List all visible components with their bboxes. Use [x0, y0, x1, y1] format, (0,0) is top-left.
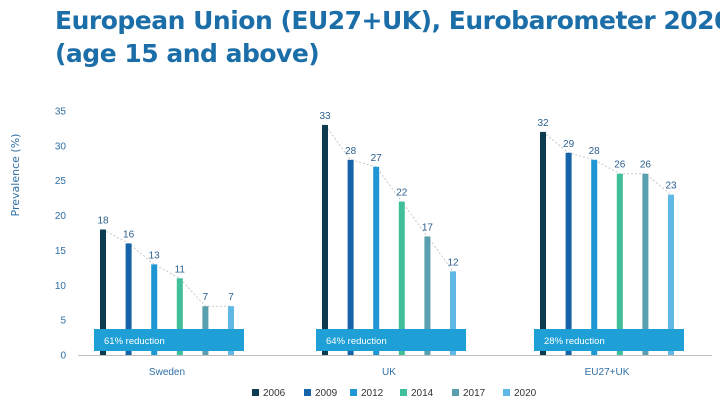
data-label: 28 [345, 146, 357, 157]
trend-line [324, 124, 454, 272]
data-label: 13 [149, 250, 161, 261]
y-axis: 0 5 10 15 20 25 30 35 [55, 107, 67, 362]
bar-eu27-uk-2020 [668, 194, 674, 355]
bar-uk-2009 [347, 159, 354, 355]
bar-uk-2006 [322, 124, 328, 355]
data-label: 7 [228, 292, 234, 303]
bar-uk-2020 [450, 271, 456, 355]
bar-sweden-2009 [125, 243, 132, 355]
bar-sweden-2006 [100, 229, 106, 355]
data-label: 22 [396, 188, 408, 199]
y-tick-label: 30 [55, 141, 67, 152]
bar-uk-2017 [424, 236, 431, 355]
bars: 18 16 13 11 7 7 33 28 27 22 17 12 32 29 28 26 26 23 [97, 111, 677, 355]
data-label: 28 [589, 146, 601, 157]
x-axis: Sweden UK EU27+UK [78, 355, 712, 378]
bar-eu27-uk-2012 [591, 159, 598, 355]
legend-swatch-2009 [304, 389, 311, 396]
data-label: 12 [447, 257, 459, 268]
bar-eu27-uk-2014 [616, 173, 623, 355]
reduction-label: 28% reduction [544, 336, 605, 347]
legend-swatch-2017 [452, 389, 459, 396]
chart-title-line-2: (age 15 and above) [55, 39, 320, 68]
y-tick-label: 25 [55, 176, 67, 187]
bar-eu27-uk-2017 [642, 173, 649, 355]
reduction-annotations: 61% reduction 64% reduction 28% reduction [94, 329, 684, 351]
bar-uk-2014 [398, 201, 405, 355]
reduction-box [316, 329, 466, 351]
data-label: 17 [422, 222, 434, 233]
reduction-label: 64% reduction [326, 336, 387, 347]
bar-sweden-2012 [151, 264, 158, 355]
legend-swatch-2006 [252, 389, 259, 396]
x-category-label: EU27+UK [585, 367, 630, 378]
data-label: 26 [640, 160, 652, 171]
legend-swatch-2012 [350, 389, 357, 396]
reduction-label: 61% reduction [104, 336, 165, 347]
x-category-label: UK [382, 367, 396, 378]
reduction-box [534, 329, 684, 351]
y-tick-label: 10 [55, 281, 67, 292]
data-label: 27 [371, 153, 383, 164]
legend-label-2014: 2014 [411, 388, 434, 399]
data-label: 32 [537, 118, 549, 129]
data-label: 33 [319, 111, 331, 122]
legend-swatch-2020 [503, 389, 510, 396]
legend-label-2009: 2009 [315, 388, 338, 399]
bar-sweden-2014 [176, 278, 183, 355]
bar-uk-2012 [373, 166, 380, 355]
data-label: 11 [175, 264, 186, 275]
legend-swatch-2014 [400, 389, 407, 396]
data-label: 29 [563, 139, 575, 150]
trend-lines [102, 124, 672, 307]
y-tick-label: 20 [55, 211, 67, 222]
legend-label-2006: 2006 [263, 388, 286, 399]
legend-label-2012: 2012 [361, 388, 384, 399]
y-tick-label: 5 [60, 316, 66, 327]
legend-label-2020: 2020 [514, 388, 537, 399]
y-tick-label: 35 [55, 107, 67, 118]
data-label: 7 [203, 292, 209, 303]
data-label: 23 [665, 181, 677, 192]
chart-title-line-1: European Union (EU27+UK), Eurobarometer … [55, 6, 720, 35]
chart-title: European Union (EU27+UK), Eurobarometer … [55, 4, 720, 70]
data-label: 18 [97, 216, 109, 227]
x-category-label: Sweden [149, 367, 185, 378]
trend-line [102, 229, 231, 307]
data-label: 26 [614, 160, 626, 171]
bar-eu27-uk-2009 [565, 152, 572, 355]
data-label: 16 [123, 229, 135, 240]
y-tick-label: 15 [55, 246, 67, 257]
legend-label-2017: 2017 [463, 388, 486, 399]
reduction-box [94, 329, 244, 351]
y-tick-label: 0 [60, 351, 66, 362]
legend: 2006 2009 2012 2014 2017 2020 [252, 388, 537, 399]
y-axis-label: Prevalence (%) [9, 134, 22, 217]
bar-eu27-uk-2006 [540, 131, 546, 355]
